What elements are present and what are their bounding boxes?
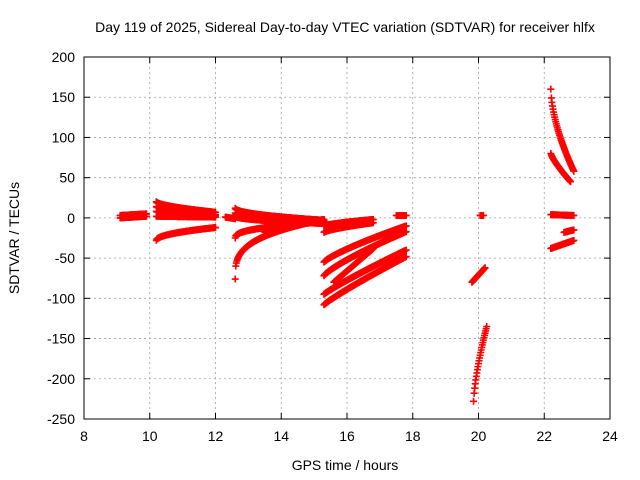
data-series-segment bbox=[470, 322, 491, 405]
data-series-segment bbox=[320, 246, 410, 298]
data-series-segment bbox=[547, 236, 578, 252]
data-point bbox=[570, 236, 578, 244]
data-series-segment bbox=[152, 224, 219, 244]
data-series-segment bbox=[476, 211, 487, 219]
data-series-segment bbox=[330, 244, 377, 286]
y-tick-label: -200 bbox=[47, 371, 75, 387]
y-tick-label: 100 bbox=[52, 129, 76, 145]
data-point bbox=[402, 211, 410, 219]
y-tick-label: 0 bbox=[67, 210, 75, 226]
data-series-segment bbox=[547, 150, 575, 186]
data-series-segment bbox=[320, 228, 410, 280]
data-series-segment bbox=[392, 211, 410, 219]
y-tick-label: -250 bbox=[47, 411, 75, 427]
x-axis-label: GPS time / hours bbox=[292, 457, 399, 473]
x-tick-label: 10 bbox=[142, 428, 158, 444]
data-series-segment bbox=[547, 211, 578, 219]
data-point bbox=[369, 244, 377, 252]
axis-ticks: 8 10 12 14 16 18 20 22 24 -250 -200 -150 -100 -50 0 50 1… bbox=[47, 49, 618, 444]
data-point bbox=[212, 224, 219, 232]
x-tick-label: 20 bbox=[471, 428, 487, 444]
data-point bbox=[567, 178, 575, 186]
data-point bbox=[570, 167, 578, 175]
x-tick-label: 22 bbox=[536, 428, 552, 444]
data-point bbox=[142, 212, 150, 220]
data-point bbox=[369, 219, 377, 227]
data-series-segment bbox=[320, 219, 377, 236]
chart-title: Day 119 of 2025, Sidereal Day-to-day VTE… bbox=[95, 19, 595, 35]
data-series-segment bbox=[152, 212, 219, 221]
y-tick-label: -150 bbox=[47, 331, 75, 347]
data-point bbox=[479, 211, 487, 219]
x-tick-label: 18 bbox=[405, 428, 421, 444]
data-point bbox=[547, 85, 555, 93]
x-tick-label: 16 bbox=[339, 428, 355, 444]
x-tick-label: 12 bbox=[208, 428, 224, 444]
data-point bbox=[231, 275, 239, 283]
grid bbox=[84, 57, 610, 419]
y-tick-label: 50 bbox=[59, 170, 75, 186]
x-tick-label: 24 bbox=[602, 428, 618, 444]
data-point bbox=[570, 211, 578, 219]
data-series-segment bbox=[261, 215, 328, 236]
data-point bbox=[212, 213, 219, 221]
y-tick-label: 200 bbox=[52, 49, 76, 65]
y-axis-label: SDTVAR / TECUs bbox=[6, 182, 22, 294]
data-points bbox=[116, 85, 578, 405]
data-point bbox=[481, 264, 489, 272]
data-point bbox=[570, 226, 578, 234]
x-tick-label: 14 bbox=[273, 428, 289, 444]
data-series-segment bbox=[560, 226, 578, 236]
data-series-segment bbox=[547, 85, 578, 175]
y-tick-label: -50 bbox=[55, 250, 75, 266]
y-tick-label: 150 bbox=[52, 89, 76, 105]
data-point bbox=[320, 215, 328, 223]
x-tick-label: 8 bbox=[80, 428, 88, 444]
data-point bbox=[402, 228, 410, 236]
y-tick-label: -100 bbox=[47, 290, 75, 306]
data-point bbox=[402, 253, 410, 261]
data-series-segment bbox=[468, 264, 489, 286]
data-series-segment bbox=[116, 212, 150, 222]
data-series-segment bbox=[320, 253, 410, 309]
data-series-segment bbox=[320, 222, 410, 266]
data-point bbox=[483, 322, 491, 330]
data-point bbox=[402, 246, 410, 254]
data-point bbox=[470, 397, 478, 405]
